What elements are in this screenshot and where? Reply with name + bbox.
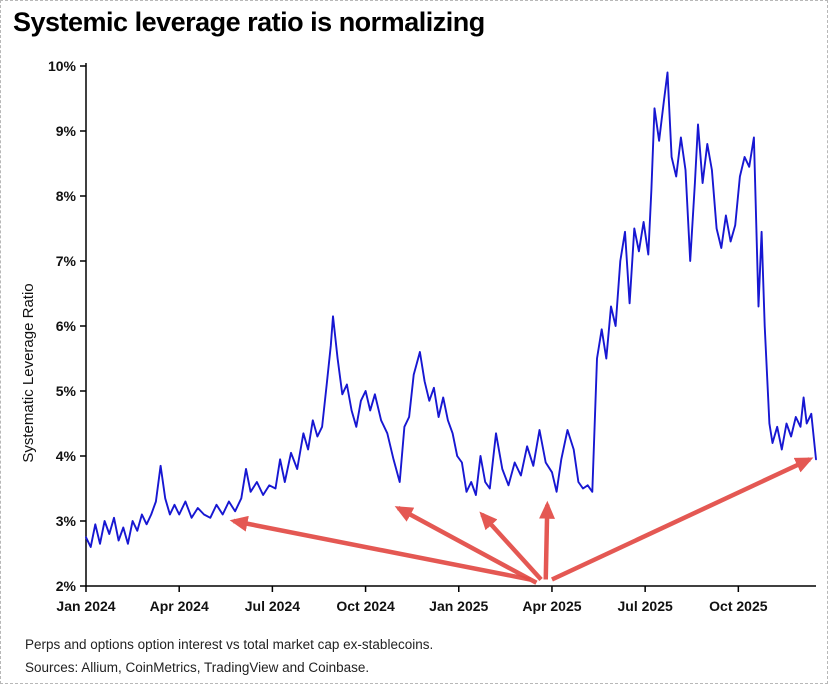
chart-footnotes: Perps and options option interest vs tot… <box>25 633 433 679</box>
y-tick-label: 7% <box>56 253 77 269</box>
x-tick-label: Jul 2024 <box>245 598 300 614</box>
x-tick-label: Jan 2025 <box>429 598 488 614</box>
x-tick-label: Jul 2025 <box>618 598 673 614</box>
y-tick-label: 6% <box>56 318 77 334</box>
footnote-description: Perps and options option interest vs tot… <box>25 637 434 652</box>
annotation-arrow <box>551 457 814 582</box>
annotation-arrow <box>229 515 531 582</box>
y-tick-label: 8% <box>56 188 77 204</box>
y-tick-label: 4% <box>56 448 77 464</box>
y-tick-label: 2% <box>56 578 77 594</box>
footnote-sources: Sources: Allium, CoinMetrics, TradingVie… <box>25 660 370 675</box>
chart-generated-layer: 2% 3% 4% 5% 6% 7% 8% 9% 10% Jan 2024 Apr 2024 Jul 2… <box>48 58 817 614</box>
annotation-arrow <box>479 511 543 582</box>
y-tick-label: 5% <box>56 383 77 399</box>
chart-title: Systemic leverage ratio is normalizing <box>13 7 485 37</box>
annotation-arrow <box>394 506 538 585</box>
y-axis-title: Systematic Leverage Ratio <box>20 283 37 462</box>
annotation-arrow <box>539 500 556 580</box>
x-tick-label: Jan 2024 <box>56 598 115 614</box>
y-tick-label: 10% <box>48 58 77 74</box>
x-tick-label: Oct 2025 <box>709 598 768 614</box>
x-tick-label: Apr 2025 <box>522 598 581 614</box>
x-tick-label: Oct 2024 <box>336 598 395 614</box>
leverage-ratio-line <box>85 71 817 548</box>
x-tick-label: Apr 2024 <box>150 598 209 614</box>
y-tick-label: 9% <box>56 123 77 139</box>
y-tick-label: 3% <box>56 513 77 529</box>
leverage-ratio-chart: 2% 3% 4% 5% 6% 7% 8% 9% 10% Jan 2024 Apr 2024 Jul 2… <box>20 58 817 614</box>
